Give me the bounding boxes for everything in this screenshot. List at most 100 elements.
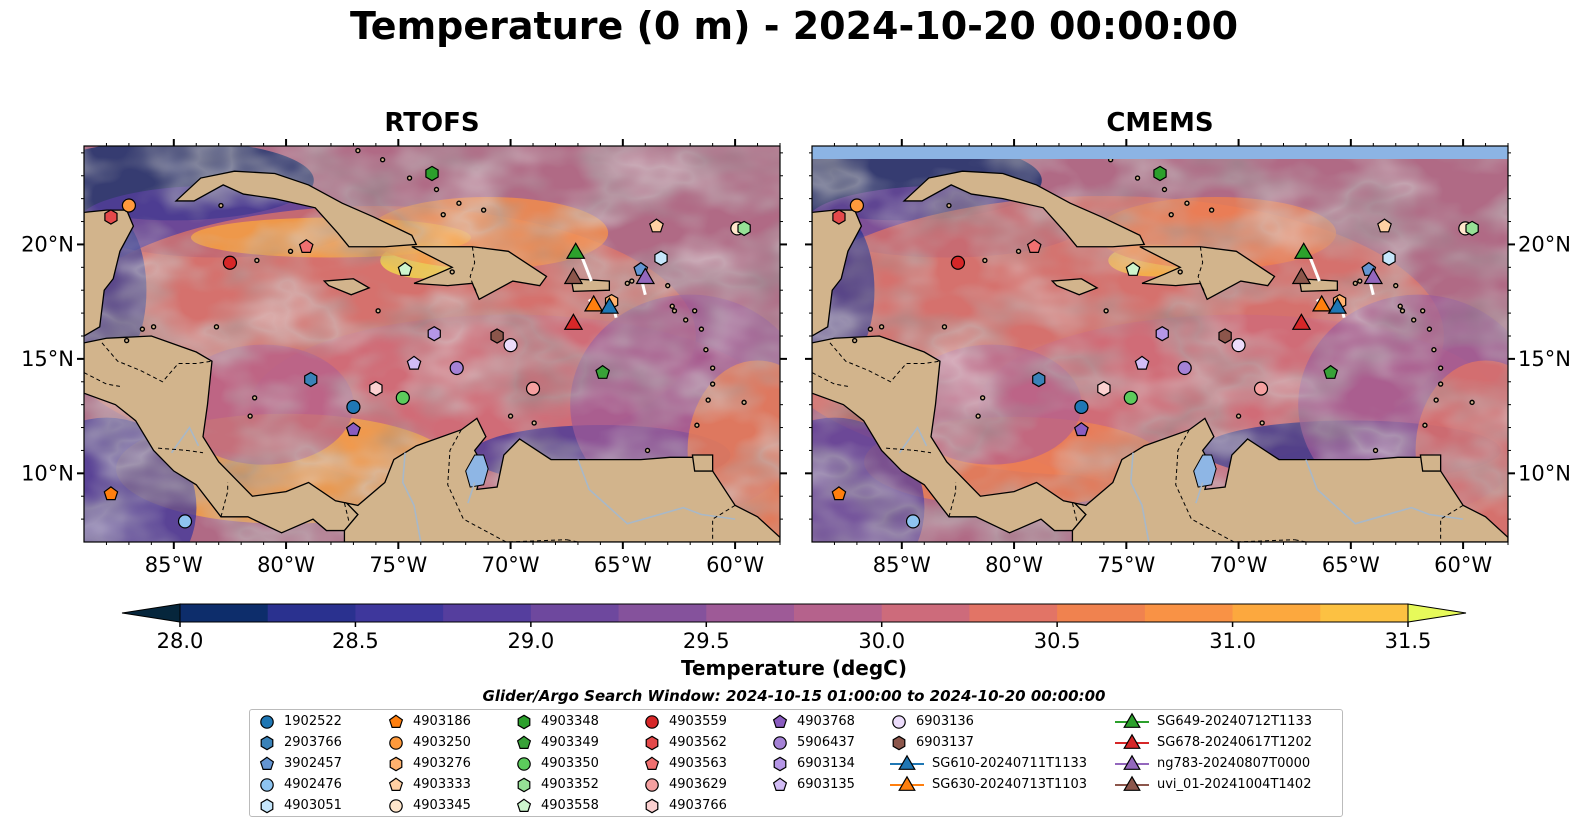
colorbar-bin bbox=[1057, 604, 1146, 622]
marker-4903349 bbox=[1323, 364, 1339, 379]
legend-label: 4903250 bbox=[413, 735, 471, 750]
marker-6903135 bbox=[406, 355, 422, 370]
marker-SG678-20240617T1202 bbox=[563, 313, 584, 330]
lon-tick-label: 70°W bbox=[482, 553, 540, 577]
land-hispaniola bbox=[1139, 246, 1276, 301]
legend-label: 4903559 bbox=[669, 714, 727, 729]
marker-4903768 bbox=[1073, 422, 1089, 437]
marker-4902476 bbox=[177, 514, 193, 529]
colorbar-bin bbox=[530, 604, 620, 622]
lon-tick-label: 70°W bbox=[1210, 553, 1268, 577]
colorbar-tick-label: 30.5 bbox=[1034, 629, 1081, 653]
legend-label: 4903051 bbox=[284, 798, 342, 813]
lon-tick-label: 80°W bbox=[257, 553, 315, 577]
colorbar-bin bbox=[180, 604, 269, 622]
lon-tick-label: 85°W bbox=[873, 553, 931, 577]
colorbar-bin bbox=[1144, 604, 1234, 622]
legend-label: 1902522 bbox=[284, 714, 342, 729]
colorbar-tick-label: 28.5 bbox=[332, 629, 379, 653]
marker-1902522 bbox=[346, 399, 361, 415]
legend-item-4903348: 4903348 bbox=[515, 711, 599, 732]
pentagon-marker-icon bbox=[388, 714, 404, 728]
colorbar-bin bbox=[969, 604, 1058, 622]
legend-label: 4903629 bbox=[669, 777, 727, 792]
lon-tick-label: 80°W bbox=[985, 553, 1043, 577]
marker-4903352 bbox=[737, 220, 751, 237]
marker-4903350 bbox=[395, 390, 410, 405]
marker-4903558 bbox=[397, 261, 413, 276]
marker-6903134 bbox=[427, 326, 441, 342]
hexagon-marker-icon bbox=[389, 756, 403, 771]
colorbar-bin bbox=[618, 604, 707, 622]
legend-item-1902522: 1902522 bbox=[258, 711, 342, 732]
legend-label: 4902476 bbox=[284, 777, 342, 792]
legend-item-4903563: 4903563 bbox=[643, 753, 727, 774]
legend-item-SG610-20240711T1133: SG610-20240711T1133 bbox=[890, 753, 1087, 774]
figure-title: Temperature (0 m) - 2024-10-20 00:00:00 bbox=[349, 4, 1239, 48]
pentagon-marker-icon bbox=[516, 798, 532, 812]
lon-tick-label: 85°W bbox=[145, 553, 203, 577]
land-yucatan bbox=[812, 209, 863, 337]
lake-maracaibo bbox=[465, 454, 489, 488]
legend-item-4903768: 4903768 bbox=[771, 711, 855, 732]
map-panel-cmems: 85°W 80°W 75°W 70°W 65°W 60°W 20°N 15°N 10°N bbox=[805, 139, 1571, 577]
lat-tick-label: 10°N bbox=[21, 461, 74, 485]
marker-4903186 bbox=[831, 486, 847, 501]
legend-item-4903562: 4903562 bbox=[643, 732, 727, 753]
marker-SG630-20240713T1103 bbox=[1311, 294, 1332, 312]
lat-tick-label: 20°N bbox=[1518, 232, 1571, 256]
colorbar-bin bbox=[443, 604, 532, 622]
lon-tick-label: 75°W bbox=[369, 553, 427, 577]
land-yucatan bbox=[84, 209, 135, 337]
hexagon-marker-icon bbox=[517, 777, 531, 792]
land-jamaica bbox=[1050, 278, 1099, 296]
circle-marker-icon bbox=[260, 777, 274, 792]
map-panel-rtofs: 85°W 80°W 75°W 70°W 65°W 60°W 20°N 15°N 10°N bbox=[21, 139, 787, 577]
legend-item-4903333: 4903333 bbox=[387, 774, 471, 795]
marker-4903559 bbox=[222, 255, 238, 270]
marker-SG610-20240711T1133 bbox=[599, 296, 620, 314]
colorbar-extend-high bbox=[1407, 603, 1467, 623]
legend-item-2903766: 2903766 bbox=[258, 732, 342, 753]
marker-4903051 bbox=[1382, 250, 1396, 266]
legend-label: SG610-20240711T1133 bbox=[932, 756, 1088, 771]
land-trinidad bbox=[691, 454, 714, 472]
triangle-marker-icon bbox=[890, 775, 924, 791]
pentagon-marker-icon bbox=[516, 735, 532, 749]
colorbar-bin bbox=[1320, 604, 1409, 622]
marker-2903766 bbox=[304, 371, 318, 388]
marker-SG649-20240712T1133 bbox=[565, 242, 586, 259]
lat-tick-label: 15°N bbox=[21, 347, 74, 371]
legend-label: 4903562 bbox=[669, 735, 727, 750]
marker-4903562 bbox=[104, 209, 118, 225]
marker-uvi_01-20241004T1402 bbox=[563, 267, 584, 285]
marker-2903766 bbox=[1032, 371, 1046, 388]
legend-item-4903276: 4903276 bbox=[387, 753, 471, 774]
legend-item-6903134: 6903134 bbox=[771, 753, 855, 774]
pentagon-marker-icon bbox=[259, 756, 275, 770]
legend-item-5906437: 5906437 bbox=[771, 732, 855, 753]
legend-item-6903136: 6903136 bbox=[890, 711, 974, 732]
hexagon-marker-icon bbox=[892, 735, 906, 750]
land-cuba bbox=[174, 170, 418, 248]
pentagon-marker-icon bbox=[644, 756, 660, 770]
marker-5906437 bbox=[449, 360, 464, 376]
marker-4903766 bbox=[1097, 380, 1111, 397]
marker-5906437 bbox=[1177, 360, 1192, 376]
legend-item-4903558: 4903558 bbox=[515, 795, 599, 816]
marker-4903250 bbox=[121, 198, 137, 213]
colorbar-tick-label: 29.0 bbox=[507, 629, 554, 653]
lat-tick-label: 20°N bbox=[21, 232, 74, 256]
marker-4903352 bbox=[1465, 220, 1479, 237]
colorbar: 28.0 28.5 29.0 29.5 30.0 30.5 31.0 31.5 bbox=[121, 603, 1467, 653]
land-hispaniola bbox=[411, 246, 548, 301]
lon-tick-label: 60°W bbox=[706, 553, 764, 577]
circle-marker-icon bbox=[517, 756, 531, 771]
land-jamaica bbox=[322, 278, 371, 296]
legend-label: 4903276 bbox=[413, 756, 471, 771]
pentagon-marker-icon bbox=[388, 777, 404, 791]
circle-marker-icon bbox=[389, 798, 403, 813]
hexagon-marker-icon bbox=[645, 735, 659, 750]
legend-label: 4903348 bbox=[541, 714, 599, 729]
